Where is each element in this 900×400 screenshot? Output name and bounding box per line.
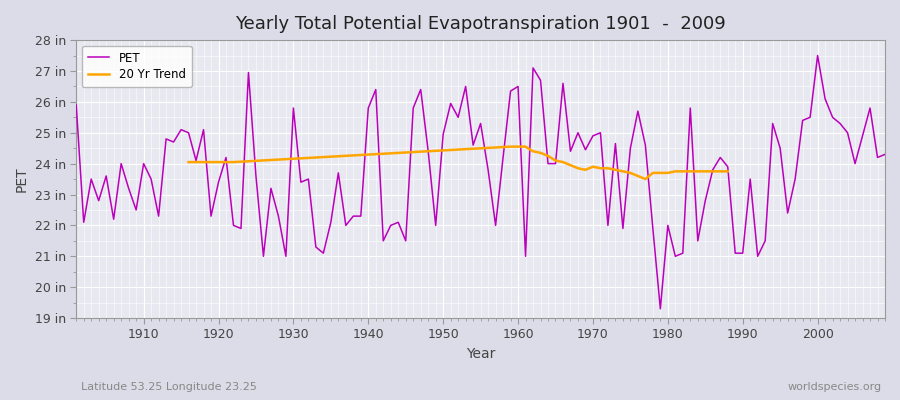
20 Yr Trend [191, 160, 202, 164]
Line: 20 Yr Trend: 20 Yr Trend [189, 147, 728, 179]
20 Yr Trend [647, 170, 658, 175]
20 Yr Trend [572, 166, 583, 171]
20 Yr Trend [228, 160, 238, 164]
20 Yr Trend [655, 170, 666, 175]
20 Yr Trend [198, 160, 209, 164]
20 Yr Trend [213, 160, 224, 164]
20 Yr Trend [580, 168, 591, 172]
Title: Yearly Total Potential Evapotranspiration 1901  -  2009: Yearly Total Potential Evapotranspiratio… [235, 15, 726, 33]
PET [602, 223, 613, 228]
20 Yr Trend [588, 164, 598, 169]
PET [505, 89, 516, 94]
20 Yr Trend [595, 166, 606, 171]
20 Yr Trend [520, 144, 531, 149]
20 Yr Trend [633, 174, 643, 178]
20 Yr Trend [543, 154, 553, 158]
PET [130, 208, 141, 212]
X-axis label: Year: Year [466, 347, 495, 361]
Legend: PET, 20 Yr Trend: PET, 20 Yr Trend [82, 46, 192, 87]
PET [71, 102, 82, 107]
Text: worldspecies.org: worldspecies.org [788, 382, 882, 392]
PET [513, 84, 524, 89]
20 Yr Trend [692, 169, 703, 174]
20 Yr Trend [662, 170, 673, 175]
Line: PET: PET [76, 56, 885, 309]
20 Yr Trend [700, 169, 711, 174]
20 Yr Trend [640, 177, 651, 182]
20 Yr Trend [670, 169, 680, 174]
20 Yr Trend [220, 160, 231, 164]
20 Yr Trend [678, 169, 688, 174]
20 Yr Trend [685, 169, 696, 174]
Text: Latitude 53.25 Longitude 23.25: Latitude 53.25 Longitude 23.25 [81, 382, 256, 392]
PET [340, 223, 351, 228]
20 Yr Trend [617, 169, 628, 174]
20 Yr Trend [536, 150, 546, 155]
20 Yr Trend [184, 160, 194, 164]
20 Yr Trend [205, 160, 216, 164]
Y-axis label: PET: PET [15, 166, 29, 192]
PET [295, 180, 306, 184]
20 Yr Trend [723, 169, 734, 174]
20 Yr Trend [505, 144, 516, 149]
20 Yr Trend [527, 149, 538, 154]
20 Yr Trend [550, 158, 561, 163]
20 Yr Trend [565, 163, 576, 168]
PET [812, 53, 823, 58]
20 Yr Trend [707, 169, 718, 174]
20 Yr Trend [625, 170, 635, 175]
20 Yr Trend [610, 168, 621, 172]
20 Yr Trend [715, 169, 725, 174]
20 Yr Trend [558, 160, 569, 164]
20 Yr Trend [602, 166, 613, 171]
20 Yr Trend [513, 144, 524, 149]
PET [879, 152, 890, 157]
PET [655, 306, 666, 311]
